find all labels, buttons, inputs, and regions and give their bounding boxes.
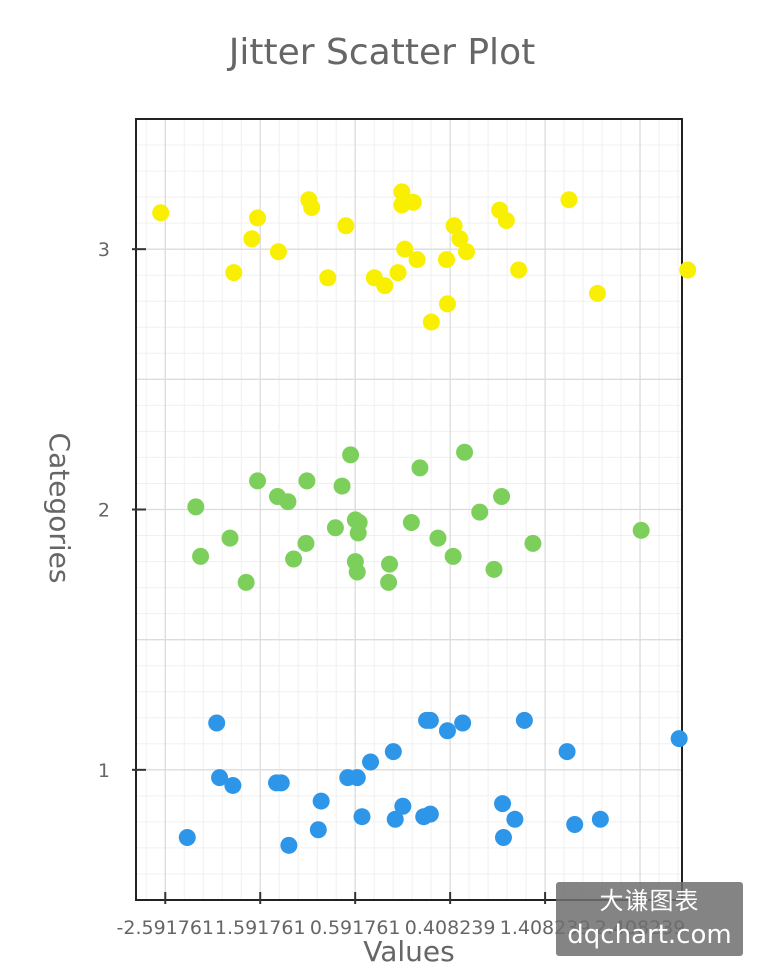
- scatter-point: [187, 498, 205, 516]
- scatter-point: [456, 443, 474, 461]
- scatter-point: [362, 753, 380, 771]
- scatter-point: [211, 769, 229, 787]
- scatter-point: [588, 284, 606, 302]
- scatter-point: [208, 714, 226, 732]
- y-tick-label: 2: [98, 500, 110, 522]
- scatter-point: [670, 730, 688, 748]
- scatter-point: [178, 829, 196, 847]
- scatter-point: [679, 261, 697, 279]
- scatter-point: [415, 808, 433, 826]
- scatter-point: [457, 243, 475, 261]
- scatter-point: [384, 743, 402, 761]
- scatter-point: [353, 808, 371, 826]
- scatter-point: [411, 459, 429, 477]
- scatter-point: [393, 183, 411, 201]
- scatter-point: [421, 711, 439, 729]
- x-tick-label: 1.591761: [215, 917, 306, 939]
- scatter-point: [221, 529, 239, 547]
- scatter-point: [249, 472, 267, 490]
- scatter-point: [303, 199, 321, 217]
- scatter-point: [309, 821, 327, 839]
- scatter-point: [280, 836, 298, 854]
- scatter-point: [326, 519, 344, 537]
- scatter-point: [333, 477, 351, 495]
- scatter-point: [494, 829, 512, 847]
- scatter-point: [224, 776, 242, 794]
- scatter-point: [591, 810, 609, 828]
- scatter-point: [298, 472, 316, 490]
- scatter-point: [381, 555, 399, 573]
- scatter-point: [285, 550, 303, 568]
- scatter-point: [243, 230, 261, 248]
- scatter-points: [152, 183, 697, 854]
- scatter-point: [389, 264, 407, 282]
- y-axis: 1 2 3: [98, 239, 146, 782]
- scatter-point: [269, 243, 287, 261]
- scatter-point: [566, 816, 584, 834]
- scatter-point: [348, 563, 366, 581]
- watermark-brand: 大谦图表: [599, 887, 700, 915]
- scatter-point: [471, 503, 489, 521]
- scatter-point: [348, 769, 366, 787]
- scatter-point: [279, 493, 297, 511]
- scatter-point: [438, 251, 456, 269]
- scatter-point: [422, 313, 440, 331]
- scatter-point: [515, 711, 533, 729]
- scatter-point: [376, 277, 394, 295]
- x-tick-label: 0.408239: [405, 917, 496, 939]
- scatter-point: [560, 191, 578, 209]
- scatter-point: [632, 521, 650, 539]
- scatter-point: [510, 261, 528, 279]
- scatter-point: [506, 810, 524, 828]
- scatter-point: [451, 230, 469, 248]
- watermark-url: dqchart.com: [567, 920, 732, 950]
- scatter-point: [429, 529, 447, 547]
- scatter-point: [494, 795, 512, 813]
- scatter-point: [524, 534, 542, 552]
- scatter-point: [350, 514, 368, 532]
- scatter-point: [396, 240, 414, 258]
- scatter-point: [454, 714, 472, 732]
- grid-lines: [136, 118, 682, 901]
- x-axis-label: Values: [363, 935, 454, 968]
- scatter-point: [497, 212, 515, 230]
- scatter-point: [319, 269, 337, 287]
- chart-title: Jitter Scatter Plot: [227, 32, 535, 73]
- scatter-point: [493, 487, 511, 505]
- scatter-point: [438, 722, 456, 740]
- scatter-point: [404, 193, 422, 211]
- y-tick-label: 3: [98, 239, 110, 261]
- scatter-point: [386, 810, 404, 828]
- scatter-point: [297, 534, 315, 552]
- scatter-point: [485, 560, 503, 578]
- scatter-point: [249, 209, 267, 227]
- scatter-point: [394, 797, 412, 815]
- scatter-point: [312, 792, 330, 810]
- scatter-point: [438, 295, 456, 313]
- watermark: 大谦图表 dqchart.com: [556, 882, 743, 956]
- scatter-point: [152, 204, 170, 222]
- scatter-point: [225, 264, 243, 282]
- y-tick-label: 1: [98, 760, 110, 782]
- scatter-point: [237, 573, 255, 591]
- scatter-point: [444, 547, 462, 565]
- scatter-point: [380, 573, 398, 591]
- scatter-point: [337, 217, 355, 235]
- scatter-point: [445, 217, 463, 235]
- scatter-point: [342, 446, 360, 464]
- scatter-point: [192, 547, 210, 565]
- scatter-point: [402, 514, 420, 532]
- scatter-point: [558, 743, 576, 761]
- x-tick-label: -2.591761: [117, 917, 215, 939]
- scatter-point: [272, 774, 290, 792]
- x-tick-label: 0.591761: [310, 917, 401, 939]
- y-axis-label: Categories: [43, 433, 76, 584]
- scatter-point: [408, 251, 426, 269]
